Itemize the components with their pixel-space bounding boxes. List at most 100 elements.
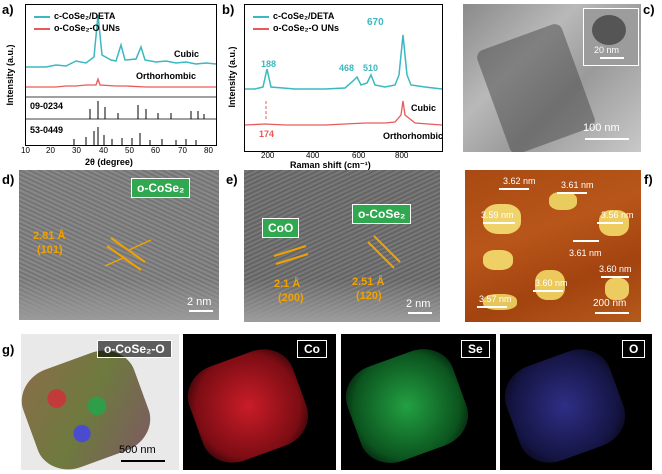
scale-bar-g bbox=[121, 460, 165, 462]
d-plane-label: (101) bbox=[37, 244, 63, 256]
e-plane-left: (200) bbox=[278, 292, 304, 304]
height-line-8 bbox=[477, 306, 507, 308]
panel-a-ylabel: Intensity (a.u.) bbox=[5, 44, 15, 106]
curve-label-cubic: Cubic bbox=[174, 49, 200, 59]
height-label-2: 3.61 nm bbox=[561, 180, 594, 190]
phase-tag-cose2: o-CoSe₂ bbox=[352, 204, 412, 224]
d-spacing-label: 2.81 Å bbox=[33, 230, 66, 242]
scale-label-f: 200 nm bbox=[593, 298, 627, 309]
peak-label-670: 670 bbox=[367, 17, 384, 28]
scale-bar-f bbox=[595, 312, 629, 314]
height-line-2 bbox=[557, 192, 587, 194]
legend-label-ortho: o-CoSe₂-O UNs bbox=[273, 23, 340, 33]
height-label-1: 3.62 nm bbox=[503, 176, 536, 186]
scale-label-e: 2 nm bbox=[406, 298, 431, 310]
e-spacing-right: 2.51 Å bbox=[352, 276, 385, 288]
legend-label-cubic: c-CoSe₂/DETA bbox=[273, 11, 335, 21]
hrtem-image-d: o-CoSe₂ 2.81 Å (101) 2 nm bbox=[19, 170, 219, 320]
height-label-4: 3.56 nm bbox=[601, 210, 634, 220]
eds-map-se: Se bbox=[341, 334, 496, 470]
afm-flake bbox=[483, 250, 513, 270]
tem-image-c: 20 nm 100 nm bbox=[463, 4, 641, 152]
eds-map-co: Co bbox=[183, 334, 336, 470]
ref-bars-53-0449 bbox=[73, 127, 197, 145]
edge-region bbox=[19, 280, 219, 320]
map-tag-overlay: o-CoSe₂-O bbox=[97, 340, 172, 358]
e-plane-right: (120) bbox=[356, 290, 382, 302]
lattice-markers-d bbox=[104, 237, 152, 271]
panel-b-label: b) bbox=[222, 2, 235, 17]
scale-bar-e bbox=[408, 312, 432, 314]
legend-label-cubic: c-CoSe₂/DETA bbox=[54, 11, 116, 21]
height-line-5 bbox=[573, 240, 599, 242]
height-line-4 bbox=[597, 222, 623, 224]
hrtem-image-e: CoO o-CoSe₂ 2.1 Å (200) 2.51 Å (120) 2 n… bbox=[244, 170, 440, 322]
phase-tag-d: o-CoSe₂ bbox=[131, 178, 191, 198]
height-line-6 bbox=[533, 290, 563, 292]
co-signal bbox=[183, 340, 317, 470]
map-tag-se: Se bbox=[461, 340, 490, 358]
height-line-3 bbox=[483, 222, 515, 224]
height-label-5: 3.61 nm bbox=[569, 248, 602, 258]
scale-label-g: 500 nm bbox=[119, 444, 156, 456]
raman-plot-svg bbox=[245, 16, 442, 126]
edge-region bbox=[244, 280, 440, 322]
panel-b-ylabel: Intensity (a.u.) bbox=[227, 46, 237, 108]
eds-map-o: O bbox=[500, 334, 652, 470]
height-label-3: 3.59 nm bbox=[481, 210, 514, 220]
panel-b-plot: c-CoSe₂/DETA o-CoSe₂-O UNs 670 188 468 5… bbox=[244, 4, 443, 152]
panel-b-xlabel: Raman shift (cm⁻¹) bbox=[290, 160, 371, 170]
se-signal bbox=[341, 339, 477, 470]
afm-flake bbox=[535, 270, 565, 300]
panel-g-label: g) bbox=[2, 342, 15, 357]
peak-label-188: 188 bbox=[261, 59, 277, 69]
panel-a-xlabel: 2θ (degree) bbox=[85, 157, 133, 167]
xrd-plot-svg bbox=[26, 14, 216, 145]
inset-image: 20 nm bbox=[583, 8, 639, 66]
scale-bar-d bbox=[189, 310, 213, 312]
curve-label-ortho: Orthorhombic bbox=[383, 131, 443, 141]
curve-label-cubic: Cubic bbox=[411, 103, 437, 113]
map-tag-co: Co bbox=[297, 340, 327, 358]
map-tag-o: O bbox=[622, 340, 646, 358]
xrd-curve-cubic bbox=[26, 14, 216, 68]
scale-label-c: 100 nm bbox=[583, 122, 620, 134]
height-label-8: 3.57 nm bbox=[479, 294, 512, 304]
ref-label-1: 09-0234 bbox=[30, 101, 64, 111]
peak-label-510: 510 bbox=[363, 63, 379, 73]
panel-b-xticks: 200 400 600 800 bbox=[261, 151, 409, 160]
panel-d-label: d) bbox=[2, 172, 15, 187]
panel-a-label: a) bbox=[2, 2, 14, 17]
curve-label-ortho: Orthorhombic bbox=[136, 71, 196, 81]
panel-a-plot: c-CoSe₂/DETA o-CoSe₂-O UNs Cubic Orthorh… bbox=[25, 4, 217, 146]
height-line-1 bbox=[499, 188, 529, 190]
afm-flake bbox=[483, 204, 521, 234]
afm-flake bbox=[605, 278, 629, 300]
panel-f-label: f) bbox=[644, 172, 653, 187]
raman-curve-ortho bbox=[245, 100, 442, 126]
afm-flake bbox=[549, 192, 577, 210]
afm-image-f: 3.62 nm 3.61 nm 3.59 nm 3.56 nm 3.61 nm … bbox=[465, 170, 641, 322]
panel-a-xticks: 10 20 30 40 50 60 70 80 bbox=[21, 146, 213, 155]
xrd-curve-ortho bbox=[26, 76, 216, 88]
panel-c-label: c) bbox=[643, 2, 655, 17]
ref-bars-09-0234 bbox=[89, 101, 205, 119]
phase-tag-coo: CoO bbox=[262, 218, 300, 238]
height-label-7: 3.60 nm bbox=[599, 264, 632, 274]
scale-bar-c bbox=[585, 138, 629, 140]
o-signal bbox=[500, 340, 634, 470]
eds-map-overlay: o-CoSe₂-O 500 nm bbox=[21, 334, 179, 470]
scale-label-d: 2 nm bbox=[187, 296, 212, 308]
inset-scale-bar bbox=[600, 57, 624, 59]
peak-label-174: 174 bbox=[259, 129, 275, 139]
nanosheet-shape bbox=[474, 21, 598, 152]
inset-scale-label: 20 nm bbox=[594, 45, 620, 55]
inset-particle bbox=[592, 15, 626, 45]
height-label-6: 3.60 nm bbox=[535, 278, 568, 288]
lattice-markers-e bbox=[273, 235, 401, 269]
height-line-7 bbox=[601, 276, 629, 278]
ref-label-2: 53-0449 bbox=[30, 125, 64, 135]
raman-curve-cubic bbox=[245, 34, 442, 90]
peak-label-468: 468 bbox=[339, 63, 355, 73]
e-spacing-left: 2.1 Å bbox=[274, 278, 301, 290]
